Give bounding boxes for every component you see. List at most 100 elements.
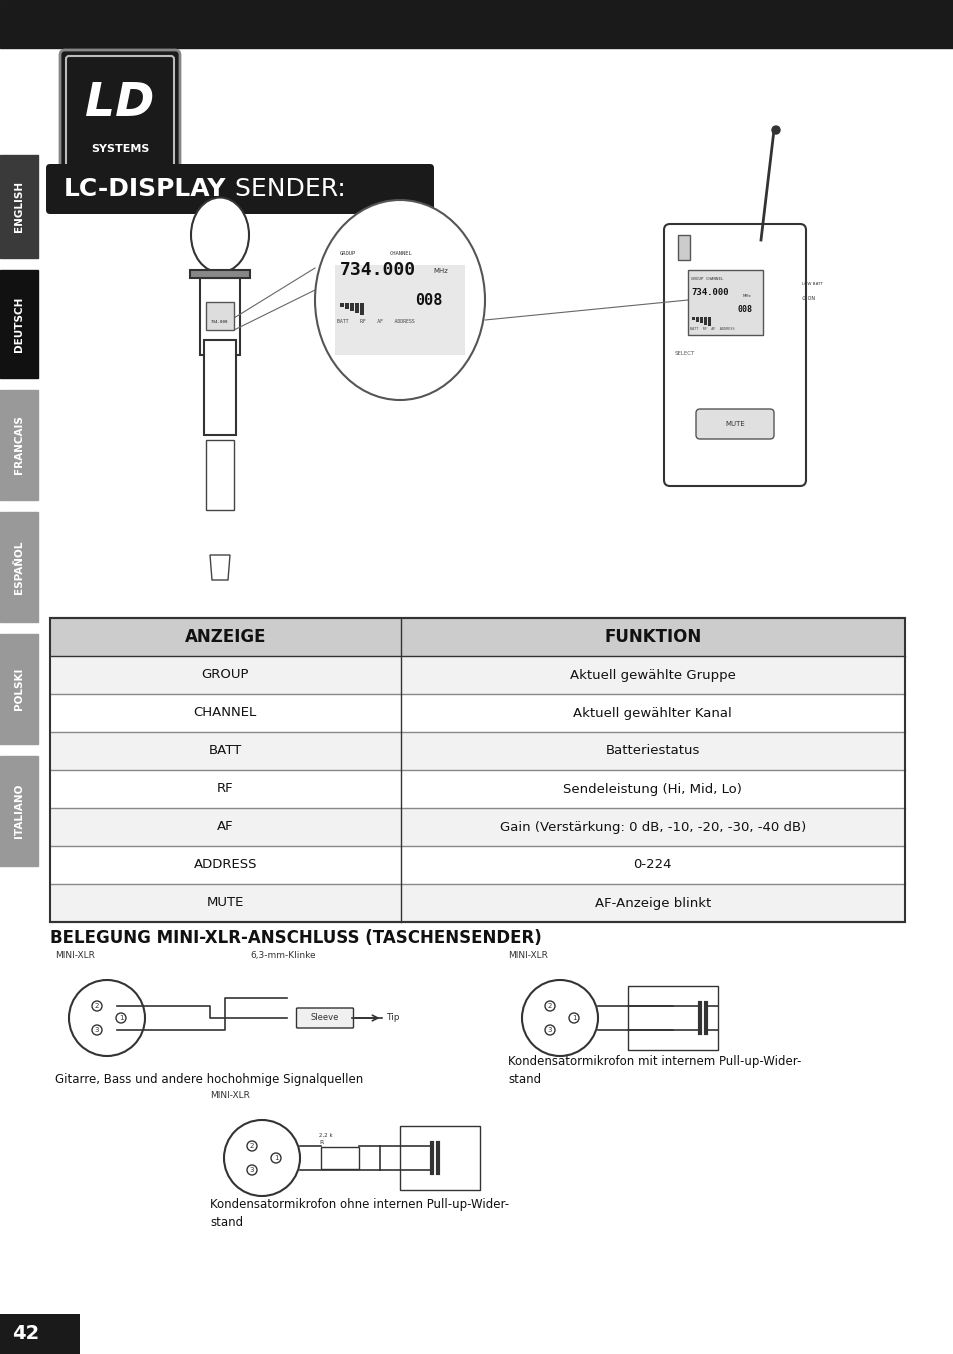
Text: MINI-XLR: MINI-XLR xyxy=(55,951,94,960)
Text: Kondensatormikrofon ohne internen Pull-up-Wider-
stand: Kondensatormikrofon ohne internen Pull-u… xyxy=(210,1198,509,1229)
Text: SENDER:: SENDER: xyxy=(227,177,345,200)
Text: 734.000: 734.000 xyxy=(211,320,229,324)
Text: RF: RF xyxy=(216,783,233,796)
Bar xyxy=(691,317,695,320)
Bar xyxy=(50,733,904,770)
Text: 42: 42 xyxy=(12,1324,39,1343)
Text: Sendeleistung (Hi, Mid, Lo): Sendeleistung (Hi, Mid, Lo) xyxy=(563,783,741,796)
Text: MINI-XLR: MINI-XLR xyxy=(507,951,547,960)
Bar xyxy=(350,303,354,311)
Bar xyxy=(0,154,38,259)
Bar xyxy=(0,512,38,621)
Text: AF: AF xyxy=(216,821,233,834)
Bar xyxy=(0,390,38,500)
Bar xyxy=(0,1313,80,1354)
Text: 008: 008 xyxy=(415,292,442,307)
Text: GROUP: GROUP xyxy=(201,669,249,681)
Text: ANZEIGE: ANZEIGE xyxy=(184,628,266,646)
Text: 1: 1 xyxy=(118,1016,123,1021)
Text: SYSTEMS: SYSTEMS xyxy=(91,145,149,154)
Text: Batteriestatus: Batteriestatus xyxy=(605,745,700,757)
Bar xyxy=(707,317,710,326)
Text: FUNKTION: FUNKTION xyxy=(603,628,700,646)
Text: 734.000: 734.000 xyxy=(339,261,416,279)
Text: Gitarre, Bass und andere hochohmige Signalquellen: Gitarre, Bass und andere hochohmige Sign… xyxy=(55,1072,363,1086)
Text: ⊙ ON: ⊙ ON xyxy=(801,297,814,301)
Bar xyxy=(206,302,233,330)
Ellipse shape xyxy=(191,198,249,272)
Circle shape xyxy=(544,1025,555,1034)
Bar xyxy=(696,317,699,321)
Text: BATT  RF  AF  ADDRESS: BATT RF AF ADDRESS xyxy=(689,328,734,330)
Text: 1: 1 xyxy=(274,1155,278,1160)
Text: LC-DISPLAY: LC-DISPLAY xyxy=(64,177,226,200)
Text: CHANNEL: CHANNEL xyxy=(193,707,256,719)
Circle shape xyxy=(116,1013,126,1024)
Bar xyxy=(700,317,702,324)
FancyBboxPatch shape xyxy=(60,50,180,175)
Bar xyxy=(50,617,904,922)
Text: DEUTSCH: DEUTSCH xyxy=(14,297,24,352)
Text: ADDRESS: ADDRESS xyxy=(193,858,256,872)
Text: 734.000: 734.000 xyxy=(690,288,728,297)
Bar xyxy=(190,269,250,278)
Bar xyxy=(0,269,38,378)
FancyBboxPatch shape xyxy=(46,164,434,214)
Text: GROUP CHANNEL: GROUP CHANNEL xyxy=(690,278,722,282)
Text: MHz: MHz xyxy=(742,294,751,298)
Ellipse shape xyxy=(314,200,484,399)
Polygon shape xyxy=(210,555,230,580)
Bar xyxy=(359,303,364,315)
Circle shape xyxy=(568,1013,578,1024)
Bar xyxy=(206,440,233,510)
Text: Tip: Tip xyxy=(386,1014,399,1022)
Bar xyxy=(50,846,904,884)
Text: 2: 2 xyxy=(94,1003,99,1009)
Text: Aktuell gewählter Kanal: Aktuell gewählter Kanal xyxy=(573,707,731,719)
Bar xyxy=(687,269,762,334)
Bar xyxy=(204,340,235,435)
Bar xyxy=(0,0,953,47)
Circle shape xyxy=(69,980,145,1056)
Text: ITALIANO: ITALIANO xyxy=(14,784,24,838)
Text: BATT: BATT xyxy=(209,745,242,757)
Text: MINI-XLR: MINI-XLR xyxy=(210,1091,250,1099)
Text: BATT    RF    AF    ADDRESS: BATT RF AF ADDRESS xyxy=(336,320,415,324)
Circle shape xyxy=(544,1001,555,1011)
Text: SELECT: SELECT xyxy=(675,351,695,356)
Text: MHz: MHz xyxy=(433,268,447,274)
FancyBboxPatch shape xyxy=(663,223,805,486)
Text: GROUP: GROUP xyxy=(339,250,355,256)
Text: 008: 008 xyxy=(738,305,752,314)
Text: 2: 2 xyxy=(547,1003,552,1009)
Text: 1: 1 xyxy=(571,1016,576,1021)
FancyBboxPatch shape xyxy=(696,409,773,439)
Text: ESPAÑOL: ESPAÑOL xyxy=(14,540,24,593)
Circle shape xyxy=(247,1141,256,1151)
Bar xyxy=(399,1127,479,1190)
Circle shape xyxy=(521,980,598,1056)
Bar xyxy=(50,655,904,695)
Text: Sleeve: Sleeve xyxy=(311,1014,339,1022)
Text: 3: 3 xyxy=(547,1026,552,1033)
Text: CHANNEL: CHANNEL xyxy=(390,250,413,256)
FancyBboxPatch shape xyxy=(296,1007,354,1028)
Circle shape xyxy=(91,1025,102,1034)
Text: 0-224: 0-224 xyxy=(633,858,671,872)
Bar xyxy=(345,303,349,309)
Circle shape xyxy=(91,1001,102,1011)
Text: 6,3-mm-Klinke: 6,3-mm-Klinke xyxy=(250,951,315,960)
Text: 2: 2 xyxy=(250,1143,253,1150)
Bar xyxy=(320,1147,358,1169)
Circle shape xyxy=(771,126,780,134)
Text: 2,2 k: 2,2 k xyxy=(318,1133,333,1137)
Text: POLSKI: POLSKI xyxy=(14,668,24,711)
Bar xyxy=(0,756,38,867)
Bar xyxy=(703,317,706,325)
Bar xyxy=(0,634,38,743)
Text: LD: LD xyxy=(85,81,154,126)
Bar xyxy=(50,617,904,922)
Bar xyxy=(50,617,904,655)
Text: 3: 3 xyxy=(250,1167,254,1173)
Text: 3: 3 xyxy=(94,1026,99,1033)
